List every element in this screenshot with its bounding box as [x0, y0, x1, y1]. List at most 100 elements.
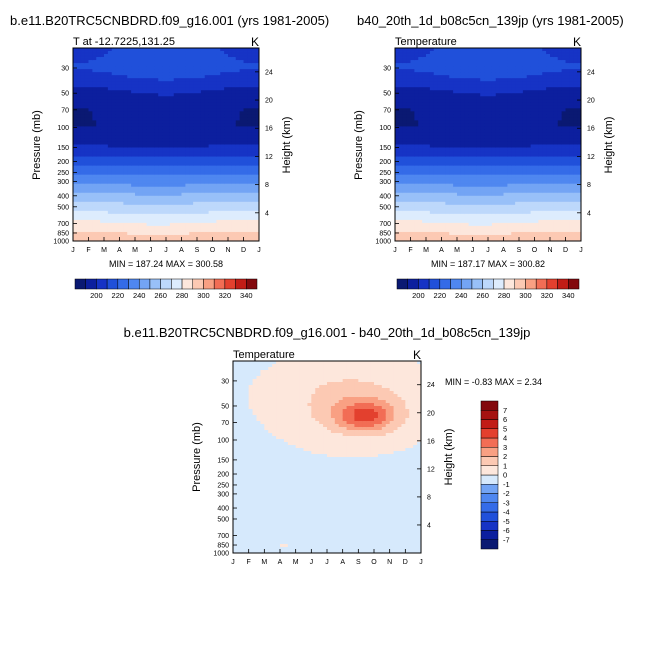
contour-cell [472, 108, 477, 112]
contour-cell [422, 168, 427, 173]
contour-cell [166, 117, 171, 121]
contour-cell [104, 228, 109, 233]
height-tick-label: 8 [265, 182, 269, 189]
month-tick-label: J [257, 247, 261, 254]
contour-cell [208, 222, 213, 227]
contour-cell [127, 135, 132, 139]
contour-cell [441, 129, 446, 133]
contour-cell [437, 213, 442, 218]
contour-cell [131, 114, 136, 118]
contour-cell [181, 60, 186, 64]
contour-cell [96, 111, 101, 115]
contour-cell [107, 195, 113, 200]
contour-cell [146, 132, 151, 136]
contour-cell [84, 87, 89, 91]
contour-cell [208, 105, 213, 109]
contour-cell [480, 63, 485, 67]
contour-cell [150, 165, 155, 170]
contour-cell [208, 231, 213, 236]
contour-cell [472, 156, 477, 160]
contour-cell [491, 195, 497, 200]
panel-2-contour-field [395, 48, 582, 242]
contour-cell [104, 57, 109, 61]
contour-cell [119, 150, 124, 154]
contour-cell [212, 51, 217, 55]
contour-cell [495, 66, 501, 70]
contour-cell [96, 132, 101, 136]
contour-cell [119, 195, 124, 200]
contour-cell [410, 102, 415, 106]
contour-cell [197, 186, 202, 191]
contour-cell [422, 180, 427, 185]
contour-cell [123, 126, 128, 130]
contour-cell [449, 63, 454, 67]
contour-cell [239, 156, 244, 160]
contour-cell [418, 102, 423, 106]
contour-cell [437, 198, 442, 203]
contour-cell [499, 96, 504, 100]
contour-cell [239, 141, 244, 145]
contour-cell [173, 90, 179, 94]
contour-cell [247, 105, 252, 109]
contour-cell [395, 231, 400, 236]
contour-cell [449, 180, 454, 185]
contour-cell [433, 72, 439, 76]
contour-cell [115, 198, 120, 203]
contour-cell [398, 120, 404, 124]
contour-cell [422, 198, 427, 203]
contour-cell [100, 72, 105, 76]
contour-cell [472, 213, 477, 218]
contour-cell [255, 156, 260, 160]
contour-cell [228, 63, 233, 67]
contour-cell [247, 165, 252, 170]
contour-cell [76, 216, 82, 221]
contour-cell [453, 51, 458, 55]
contour-cell [235, 219, 241, 224]
contour-cell [123, 114, 128, 118]
contour-cell [228, 108, 233, 112]
contour-cell [488, 99, 493, 103]
contour-cell [460, 189, 466, 194]
contour-cell [131, 225, 136, 230]
contour-cell [142, 231, 148, 236]
contour-cell [169, 96, 175, 100]
contour-cell [398, 87, 404, 91]
contour-cell [426, 210, 431, 215]
contour-cell [154, 171, 159, 176]
contour-cell [418, 123, 423, 127]
contour-cell [402, 162, 408, 167]
contour-cell [84, 90, 89, 94]
contour-cell [100, 54, 105, 58]
contour-cell [402, 216, 408, 221]
contour-cell [177, 153, 182, 157]
contour-cell [127, 174, 132, 179]
contour-cell [162, 84, 167, 88]
contour-cell [247, 219, 252, 224]
contour-cell [177, 138, 182, 142]
contour-cell [146, 207, 151, 212]
contour-cell [488, 123, 493, 127]
contour-cell [138, 117, 144, 121]
contour-cell [224, 174, 229, 179]
contour-cell [80, 84, 86, 88]
contour-cell [503, 78, 508, 82]
contour-cell [111, 183, 117, 188]
contour-cell [460, 96, 466, 100]
contour-cell [158, 129, 163, 133]
contour-cell [422, 165, 427, 170]
contour-cell [422, 225, 427, 230]
contour-cell [181, 189, 186, 194]
colorbar-label: 280 [176, 291, 189, 300]
contour-cell [100, 75, 105, 79]
contour-cell [255, 153, 260, 157]
contour-cell [107, 180, 113, 185]
contour-cell [480, 132, 485, 136]
contour-cell [406, 186, 411, 191]
contour-cell [480, 180, 485, 185]
contour-cell [499, 135, 504, 139]
contour-cell [96, 126, 101, 130]
contour-cell [84, 132, 89, 136]
contour-cell [185, 108, 190, 112]
contour-cell [138, 204, 144, 209]
contour-cell [96, 219, 101, 224]
